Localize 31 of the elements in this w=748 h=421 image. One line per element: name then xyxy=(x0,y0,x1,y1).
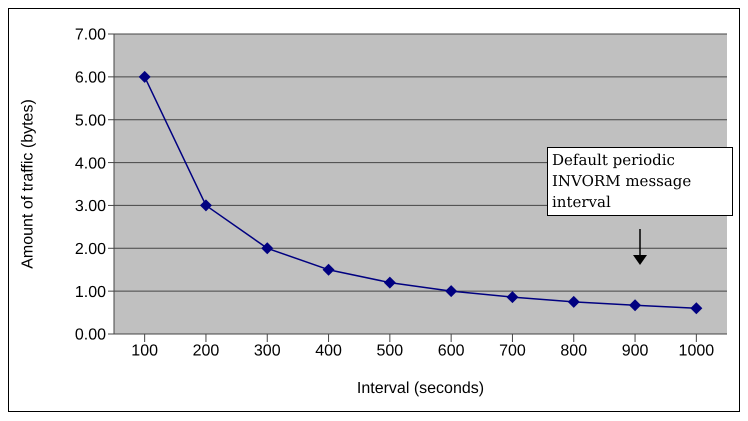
x-tick-label: 400 xyxy=(315,342,342,360)
y-tick-label: 7.00 xyxy=(74,26,106,44)
point xyxy=(200,199,212,212)
y-tick-label: 1.00 xyxy=(74,284,106,301)
y-tick-label: 5.00 xyxy=(74,112,106,130)
x-tick-label: 700 xyxy=(499,342,526,360)
point xyxy=(568,296,580,308)
point xyxy=(384,276,396,289)
x-axis-title: Interval (seconds) xyxy=(356,380,484,397)
point xyxy=(506,291,518,304)
y-axis-title: Amount of traffic (bytes) xyxy=(20,99,37,269)
point xyxy=(690,302,702,314)
y-tick-label: 6.00 xyxy=(74,70,106,87)
x-tick-label: 500 xyxy=(376,342,404,360)
y-tick-label: 4.00 xyxy=(74,155,106,172)
x-tick-label: 900 xyxy=(622,342,648,360)
y-tick-label: 3.00 xyxy=(74,198,106,216)
x-tick-label: 100 xyxy=(131,342,158,360)
x-tick-label: 300 xyxy=(254,342,281,360)
x-tick-label: 200 xyxy=(192,342,220,360)
annotation: Default periodic INVORM message interval xyxy=(547,147,733,216)
point xyxy=(629,299,642,312)
y-tick-label: 2.00 xyxy=(74,240,106,258)
point xyxy=(261,242,274,254)
x-tick-label: 800 xyxy=(560,342,588,360)
point xyxy=(138,70,151,83)
x-tick-label: 1000 xyxy=(678,342,714,360)
x-tick-label: 600 xyxy=(438,342,465,360)
y-tick-label: 0.00 xyxy=(74,326,106,344)
point xyxy=(322,264,335,276)
point xyxy=(445,285,458,298)
